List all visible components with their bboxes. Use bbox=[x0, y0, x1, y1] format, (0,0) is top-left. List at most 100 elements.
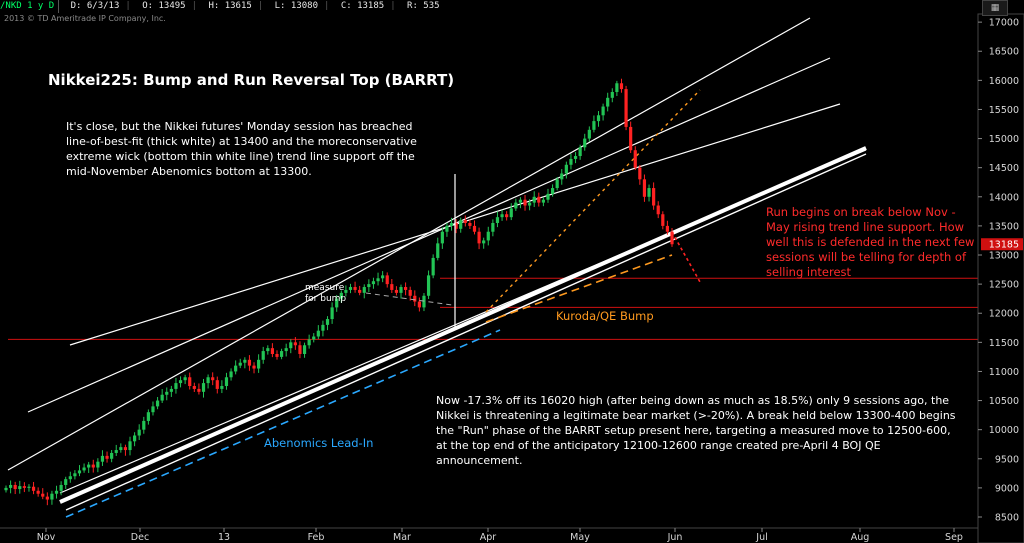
date-tick-label-0: Nov bbox=[37, 532, 56, 543]
candle-body bbox=[615, 83, 619, 92]
candle-body bbox=[261, 351, 265, 360]
candle-body bbox=[68, 476, 72, 480]
candle-body bbox=[509, 208, 513, 218]
candle-body bbox=[601, 106, 605, 116]
candle-body bbox=[8, 484, 13, 488]
candle-body bbox=[454, 222, 458, 229]
candle-body bbox=[114, 450, 118, 453]
date-tick-label-6: May bbox=[570, 532, 590, 543]
candle-body bbox=[229, 371, 233, 378]
candle-body bbox=[583, 138, 587, 148]
quote-header: /NKD 1 y D D: 6/3/13 | O: 13495 | H: 13615… bbox=[0, 0, 980, 13]
candle-body bbox=[413, 295, 417, 302]
candle-body bbox=[376, 278, 380, 282]
candle-body bbox=[279, 351, 284, 357]
candle-body bbox=[546, 193, 550, 200]
price-tick-label-12500: 12500 bbox=[989, 280, 1019, 291]
candle-body bbox=[564, 164, 568, 174]
candle-body bbox=[224, 377, 229, 387]
date-tick-label-3: Feb bbox=[308, 532, 325, 543]
annotation-bottom-note: Now -17.3% off its 16020 high (after bei… bbox=[436, 394, 956, 467]
candle-body bbox=[146, 412, 150, 421]
candle-body bbox=[661, 214, 665, 226]
candle-body bbox=[528, 202, 532, 206]
kuroda-label: Kuroda/QE Bump bbox=[556, 309, 654, 323]
candle-body bbox=[197, 388, 201, 392]
candle-body bbox=[73, 473, 77, 477]
price-tick-label-12000: 12000 bbox=[989, 309, 1019, 320]
candle-body bbox=[31, 486, 36, 491]
date-axis: Nov Dec 13 Feb Mar Apr May Jun Jul Aug Sep bbox=[0, 527, 978, 543]
candle-body bbox=[339, 292, 343, 299]
date-tick-label-7: Jun bbox=[667, 532, 683, 543]
candle-body bbox=[183, 377, 187, 381]
date-tick-label-8: Jul bbox=[755, 532, 767, 543]
candle-body bbox=[91, 464, 95, 468]
candle-body bbox=[22, 486, 26, 488]
candle-body bbox=[100, 455, 105, 462]
candle-body bbox=[656, 205, 660, 215]
candle-body bbox=[307, 339, 311, 346]
measure-label-line-1: measure bbox=[305, 283, 345, 293]
symbol-label[interactable]: /NKD 1 y D bbox=[0, 0, 60, 13]
price-tick-label-16000: 16000 bbox=[989, 76, 1019, 87]
chart-title: Nikkei225: Bump and Run Reversal Top (BA… bbox=[48, 71, 455, 89]
candle-body bbox=[426, 275, 431, 296]
candle-body bbox=[151, 406, 155, 413]
candle-body bbox=[445, 225, 449, 232]
candle-body bbox=[234, 365, 238, 372]
candle-body bbox=[408, 289, 412, 296]
candle-body bbox=[316, 330, 320, 337]
candle-body bbox=[64, 479, 68, 485]
close-readout: C: 13185 bbox=[340, 1, 385, 11]
last-price-label: 13185 bbox=[989, 240, 1019, 251]
candle-body bbox=[619, 83, 624, 90]
candle-body bbox=[537, 196, 541, 203]
candle-body bbox=[312, 336, 316, 340]
price-tick-label-15000: 15000 bbox=[989, 134, 1019, 145]
measure-label-line-2: for bump bbox=[305, 294, 347, 304]
candle-body bbox=[238, 362, 242, 366]
candle-body bbox=[670, 231, 674, 245]
candle-body bbox=[133, 435, 137, 442]
price-tick-label-15500: 15500 bbox=[989, 105, 1019, 116]
candle-body bbox=[87, 464, 91, 468]
candle-body bbox=[321, 324, 325, 331]
date-readout: D: 6/3/13 bbox=[70, 1, 120, 11]
candle-body bbox=[128, 441, 132, 451]
date-tick-label-5: Apr bbox=[480, 532, 497, 543]
measure-label: measure for bump bbox=[305, 283, 346, 305]
price-tick-label-10500: 10500 bbox=[989, 396, 1019, 407]
date-tick-label-4: Mar bbox=[393, 532, 411, 543]
candle-body bbox=[36, 490, 40, 494]
candle-body bbox=[201, 383, 206, 392]
candle-body bbox=[587, 129, 591, 139]
candle-body bbox=[642, 179, 647, 197]
candle-body bbox=[298, 345, 302, 354]
candle-body bbox=[578, 147, 582, 157]
run-projection-line bbox=[671, 231, 701, 283]
trend-channel-lines bbox=[7, 17, 867, 518]
abenomics-trendline bbox=[65, 329, 501, 518]
candle-body bbox=[77, 470, 82, 474]
chart-settings-icon[interactable]: ▦ bbox=[982, 0, 1008, 16]
candle-body bbox=[284, 348, 288, 352]
candle-body bbox=[82, 467, 86, 471]
candle-body bbox=[165, 391, 169, 395]
candle-body bbox=[335, 298, 339, 308]
candle-body bbox=[270, 348, 274, 354]
candle-body bbox=[482, 240, 486, 244]
candle-body bbox=[371, 281, 376, 285]
date-tick-label-1: Dec bbox=[131, 532, 149, 543]
candle-body bbox=[174, 383, 178, 389]
candle-body bbox=[247, 359, 252, 366]
candle-body bbox=[178, 380, 183, 384]
candle-body bbox=[188, 377, 192, 387]
candle-body bbox=[514, 202, 518, 209]
candlestick-series bbox=[4, 78, 674, 506]
candle-body bbox=[394, 289, 399, 293]
candle-body bbox=[505, 214, 509, 218]
candle-body bbox=[45, 496, 49, 500]
price-tick-label-10000: 10000 bbox=[989, 425, 1019, 436]
